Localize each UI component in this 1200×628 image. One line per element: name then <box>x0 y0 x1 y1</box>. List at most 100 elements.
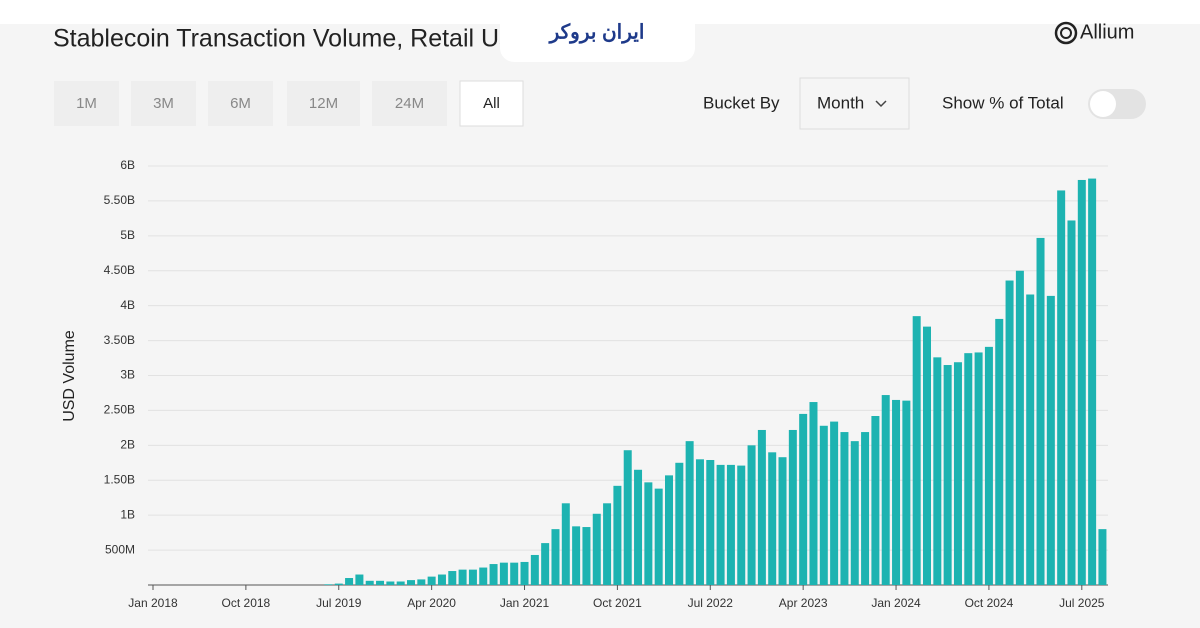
bar <box>695 459 704 585</box>
bar <box>1036 237 1045 585</box>
bar <box>561 503 570 585</box>
range-button[interactable] <box>131 81 196 126</box>
range-button-label[interactable]: 6M <box>230 95 251 112</box>
range-button-label[interactable]: 3M <box>153 95 174 112</box>
bar <box>881 395 890 585</box>
bar <box>933 357 942 585</box>
y-tick-label: 2.50B <box>104 403 135 417</box>
bar <box>396 581 405 585</box>
bar <box>386 581 395 585</box>
range-button[interactable] <box>54 81 119 126</box>
bar <box>902 400 911 585</box>
range-button[interactable] <box>459 80 524 127</box>
brand: Allium <box>1080 21 1134 43</box>
x-tick-label: Jul 2025 <box>1059 596 1105 610</box>
bar <box>747 445 756 585</box>
bar <box>407 580 415 585</box>
bar <box>479 567 488 585</box>
y-tick-label: 500M <box>105 542 135 556</box>
bucket-select[interactable] <box>799 77 910 130</box>
bar <box>819 425 828 585</box>
range-button[interactable] <box>287 81 360 126</box>
bar <box>376 580 385 585</box>
range-button-label[interactable]: 24M <box>395 95 424 112</box>
bar <box>788 429 797 585</box>
bar <box>1088 178 1097 585</box>
bar <box>427 576 436 585</box>
bar <box>551 529 560 585</box>
bar <box>634 469 643 585</box>
bar <box>355 574 364 585</box>
x-tick-label: Apr 2020 <box>407 596 456 610</box>
x-tick-label: Oct 2024 <box>965 596 1014 610</box>
bar <box>541 543 550 585</box>
bar <box>448 571 457 585</box>
range-button[interactable] <box>372 81 447 126</box>
chevron <box>875 100 887 108</box>
bar <box>726 464 735 585</box>
bar <box>757 429 766 585</box>
bar <box>778 457 787 585</box>
range-button-label[interactable]: 1M <box>76 95 97 112</box>
x-tick-label: Oct 2021 <box>593 596 642 610</box>
bar <box>458 569 467 585</box>
range-button-label[interactable]: All <box>483 95 500 112</box>
bar <box>850 441 859 585</box>
bar <box>603 503 612 585</box>
bar <box>1026 294 1035 585</box>
y-tick-label: 3B <box>120 368 135 382</box>
bar <box>685 441 694 585</box>
x-tick-label: Apr 2023 <box>779 596 828 610</box>
bar <box>964 353 973 585</box>
bar <box>365 580 374 585</box>
bar <box>995 318 1004 585</box>
bar <box>871 416 880 585</box>
bar <box>830 421 839 585</box>
toggle-knob[interactable] <box>1090 91 1116 117</box>
bar <box>417 579 426 585</box>
bar <box>974 352 983 585</box>
range-button[interactable] <box>208 81 273 126</box>
y-tick-label: 4B <box>120 298 135 312</box>
bar <box>912 316 921 585</box>
bar <box>1098 529 1107 585</box>
bucket-value[interactable]: Month <box>817 93 864 112</box>
y-tick-label: 6B <box>120 158 135 172</box>
x-tick-label: Oct 2018 <box>222 596 271 610</box>
bar <box>984 346 993 585</box>
brand-logo-inner <box>1060 27 1072 39</box>
bar <box>1057 190 1066 586</box>
bar <box>737 465 746 585</box>
bar <box>809 402 818 585</box>
y-tick-label: 3.50B <box>104 333 135 347</box>
bar <box>1077 179 1086 585</box>
bar <box>510 562 519 585</box>
bar <box>943 365 952 585</box>
toggle[interactable] <box>1088 89 1146 119</box>
watermark-box <box>500 0 695 62</box>
bar <box>582 527 591 585</box>
bar <box>345 578 354 585</box>
bar <box>489 564 498 585</box>
bar <box>334 583 343 585</box>
bar <box>953 362 962 585</box>
bar <box>892 399 901 585</box>
x-tick-label: Jan 2021 <box>500 596 550 610</box>
bar <box>499 562 508 585</box>
range-button-label[interactable]: 12M <box>309 95 338 112</box>
bar <box>520 561 529 585</box>
bar <box>623 450 632 585</box>
bar <box>1046 295 1055 585</box>
bar <box>437 574 446 585</box>
bar <box>799 413 808 585</box>
y-tick-label: 5.50B <box>104 193 135 207</box>
bar <box>654 488 663 585</box>
bar <box>468 569 477 585</box>
x-tick-label: Jan 2018 <box>128 596 178 610</box>
brand-logo <box>1054 21 1078 45</box>
y-axis-label: USD Volume <box>61 330 78 422</box>
y-tick-label: 4.50B <box>104 263 135 277</box>
bar <box>324 584 333 585</box>
bucket-label: Bucket By <box>703 93 780 112</box>
